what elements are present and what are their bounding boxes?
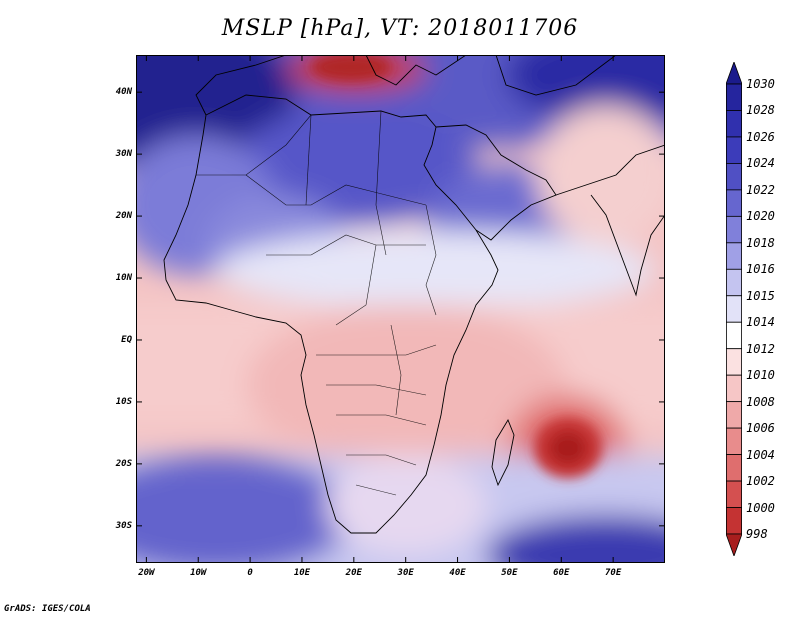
lat-label: 20S — [115, 458, 132, 469]
lon-label: 20W — [138, 568, 155, 578]
colorbar-label: 1006 — [746, 421, 775, 436]
lon-label: 30E — [397, 568, 414, 578]
colorbar-box — [726, 242, 742, 270]
lon-label: 10W — [190, 568, 207, 578]
lat-label: 30N — [115, 149, 132, 160]
colorbar-box — [726, 480, 742, 508]
colorbar-label: 1024 — [746, 156, 775, 171]
colorbar-box — [726, 348, 742, 376]
colorbar-label: 1026 — [746, 129, 775, 144]
pressure-map — [136, 55, 665, 563]
colorbar-box — [726, 374, 742, 403]
footer-credit: GrADS: IGES/COLA — [4, 604, 91, 614]
colorbar-label: 1000 — [746, 500, 775, 515]
lat-label: 20N — [115, 211, 132, 222]
colorbar-label: 1018 — [746, 235, 775, 250]
colorbar-box — [726, 136, 742, 164]
colorbar-label: 1030 — [746, 77, 775, 91]
colorbar-max-triangle — [725, 60, 743, 85]
colorbar-label: 1004 — [746, 447, 775, 462]
lon-label: 40E — [449, 568, 466, 578]
colorbar-label: 1015 — [746, 288, 775, 303]
colorbar-label: 998 — [746, 527, 768, 541]
colorbar-box — [726, 321, 742, 350]
colorbar-box — [726, 189, 742, 217]
lon-label: 20E — [345, 568, 362, 578]
colorbar-box — [726, 268, 742, 297]
lat-label: 10S — [115, 396, 132, 407]
lon-label: 50E — [501, 568, 518, 578]
colorbar-label: 1028 — [746, 103, 775, 118]
colorbar-min-triangle — [725, 533, 743, 558]
colorbar-label: 1002 — [746, 474, 775, 489]
lon-label: 60E — [553, 568, 570, 578]
colorbar-box — [726, 83, 742, 111]
colorbar-label: 1008 — [746, 394, 775, 409]
country-borders — [196, 110, 437, 496]
colorbar-label: 1022 — [746, 182, 775, 197]
lat-label: 10N — [115, 273, 132, 284]
lon-label: 10E — [293, 568, 311, 578]
map-frame — [136, 55, 665, 563]
colorbar-label: 1016 — [746, 262, 775, 277]
lat-label: EQ — [121, 334, 132, 345]
lat-label: 30S — [115, 520, 132, 531]
colorbar-label: 1010 — [746, 368, 775, 383]
pressure-field — [136, 55, 665, 563]
lon-label: 70E — [604, 568, 622, 578]
colorbar-box — [726, 401, 742, 429]
plot-title: MSLP [hPa], VT: 2018011706 — [221, 16, 579, 41]
coastlines — [163, 55, 665, 534]
colorbar-label: 1012 — [746, 341, 775, 356]
colorbar-box — [726, 110, 742, 138]
colorbar-box — [726, 215, 742, 244]
colorbar-label: 1020 — [746, 209, 775, 224]
colorbar-box — [726, 295, 742, 323]
colorbar-label: 1014 — [746, 315, 775, 330]
colorbar-box — [726, 163, 742, 191]
lon-label: 0 — [247, 568, 253, 578]
axis-ticks — [136, 55, 665, 563]
colorbar-box — [726, 507, 742, 535]
colorbar-box — [726, 427, 742, 455]
colorbar-box — [726, 454, 742, 482]
colorbar — [725, 60, 743, 558]
lat-label: 40N — [115, 87, 132, 98]
